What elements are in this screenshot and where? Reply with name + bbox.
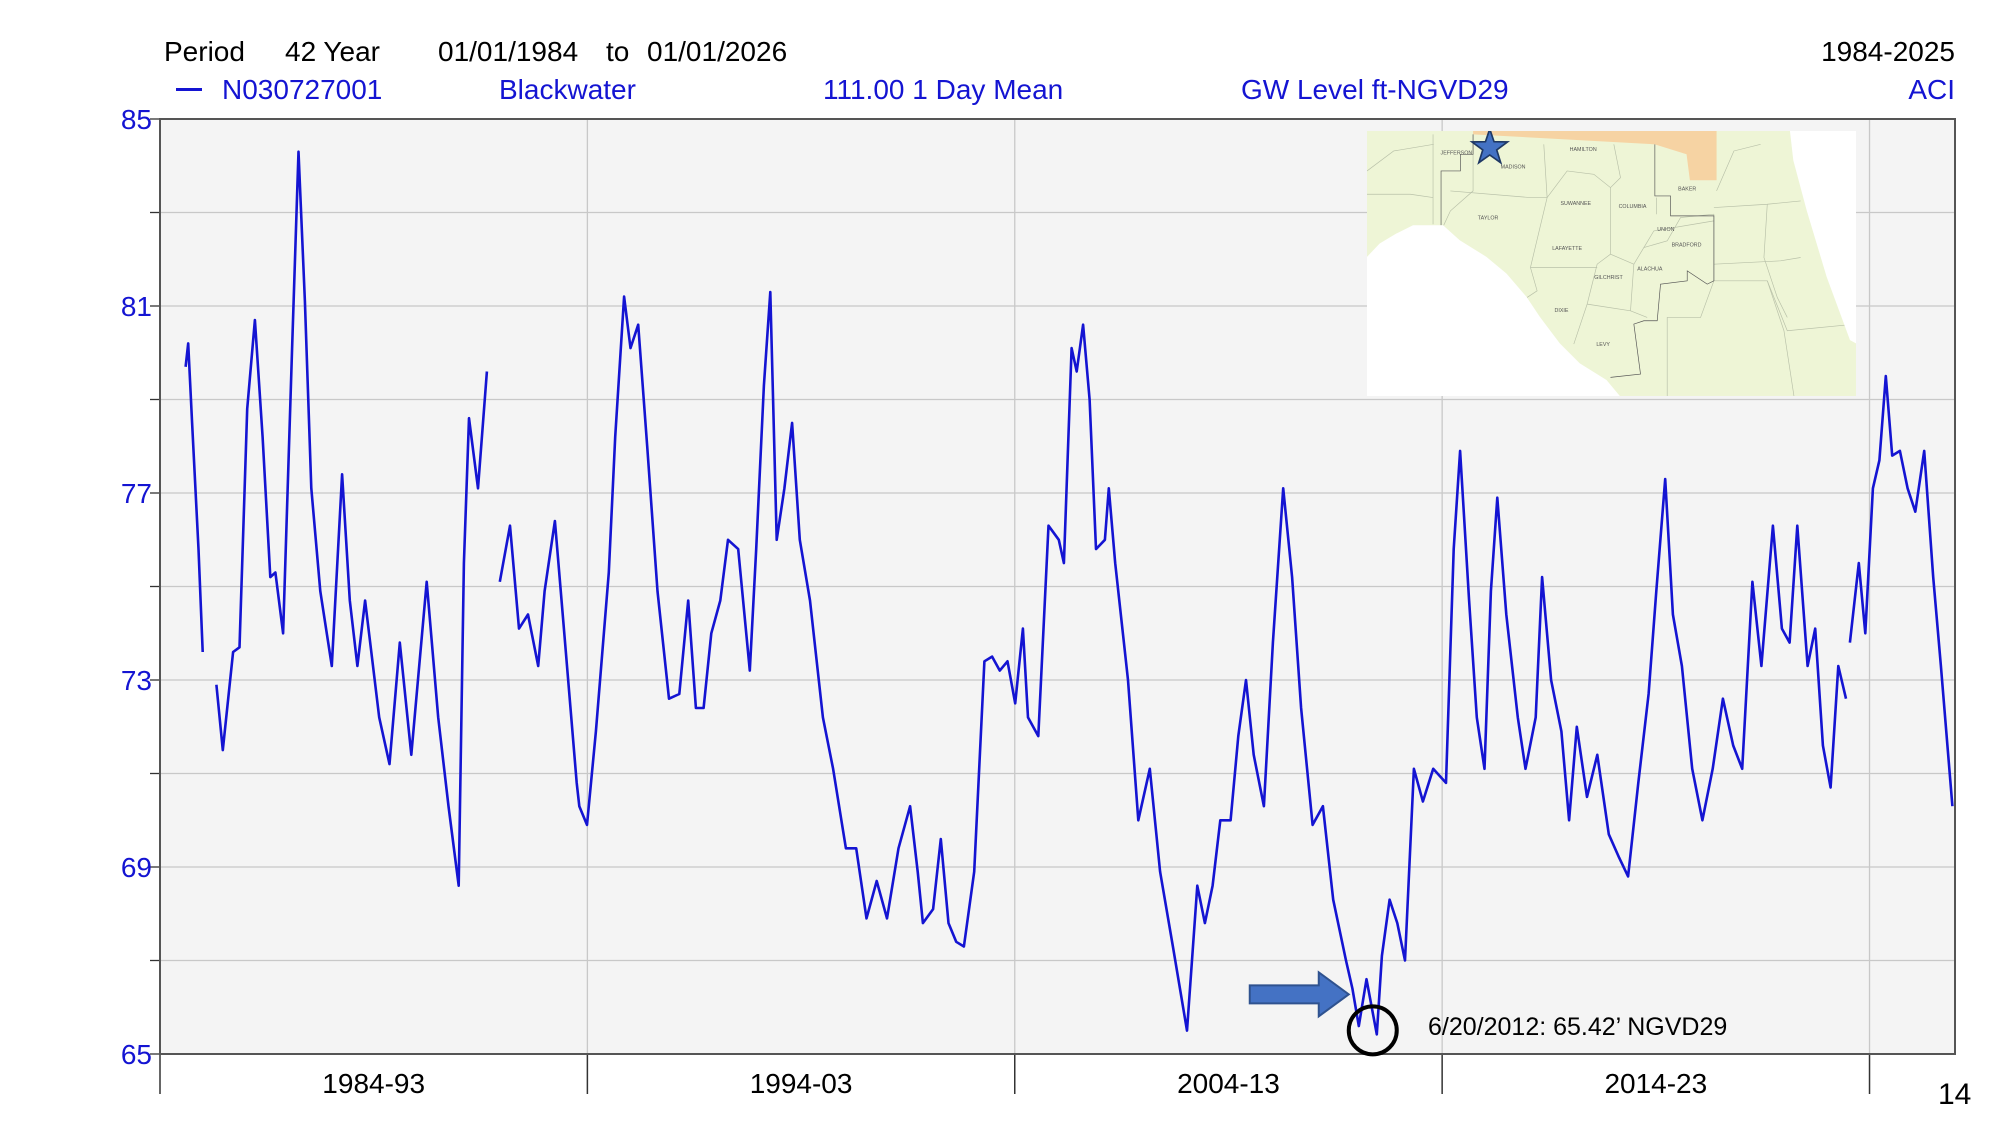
axes bbox=[150, 118, 1956, 1094]
county-label: DIXIE bbox=[1554, 308, 1568, 314]
county-label: TAYLOR bbox=[1478, 216, 1499, 222]
annotation-marks bbox=[1248, 970, 1399, 1057]
y-axis-labels: 65 69 73 77 81 85 bbox=[121, 104, 152, 1070]
parameter: GW Level ft-NGVD29 bbox=[1241, 74, 1509, 105]
star-icon bbox=[1469, 131, 1511, 165]
county-label: GILCHRIST bbox=[1594, 275, 1623, 281]
annotation-text: 6/20/2012: 65.42’ NGVD29 bbox=[1428, 1013, 1728, 1041]
period-value: 42 Year bbox=[285, 36, 380, 67]
county-label: BRADFORD bbox=[1672, 243, 1702, 249]
end-date: 01/01/2026 bbox=[647, 36, 788, 67]
series-line-segment bbox=[1848, 374, 1954, 807]
county-label: ALACHUA bbox=[1637, 266, 1663, 272]
map-atlantic-ocean bbox=[1789, 131, 1856, 344]
county-label: HAMILTON bbox=[1570, 147, 1597, 153]
site-id: N030727001 bbox=[222, 74, 383, 105]
county-label: LAFAYETTE bbox=[1552, 246, 1582, 252]
series-line-segment bbox=[184, 342, 204, 653]
county-label: JEFFERSON bbox=[1441, 150, 1473, 156]
y-tick-label: 77 bbox=[121, 478, 152, 509]
county-label: SUWANNEE bbox=[1560, 201, 1591, 207]
map-county-labels: JEFFERSON MADISON HAMILTON SUWANNEE COLUMBIA… bbox=[1441, 147, 1702, 348]
location-map: JEFFERSON MADISON HAMILTON SUWANNEE COLUMBIA… bbox=[1367, 131, 1856, 396]
county-label: LEVY bbox=[1596, 342, 1610, 348]
x-axis-labels: 1984-93 1994-03 2004-13 2014-23 bbox=[322, 1068, 1707, 1099]
year-range: 1984-2025 bbox=[1821, 36, 1955, 67]
annotation-arrow bbox=[1248, 970, 1351, 1019]
x-tick-label: 1984-93 bbox=[322, 1068, 425, 1099]
annotation-circle bbox=[1346, 1004, 1399, 1057]
period-label: Period bbox=[164, 36, 245, 67]
county-label: UNION bbox=[1657, 227, 1674, 233]
map-georgia-region bbox=[1473, 131, 1717, 181]
y-tick-label: 81 bbox=[121, 291, 152, 322]
plot-frame bbox=[159, 118, 1956, 1055]
site-name: Blackwater bbox=[499, 74, 636, 105]
series-lines bbox=[184, 150, 1954, 1036]
y-tick-label: 85 bbox=[121, 104, 152, 135]
map-district-boundary bbox=[1440, 134, 1715, 378]
to-label: to bbox=[606, 36, 630, 67]
statistic: 111.00 1 Day Mean bbox=[823, 74, 1064, 105]
series-line-segment bbox=[498, 290, 1848, 1036]
county-label: MADISON bbox=[1501, 165, 1526, 171]
county-label: COLUMBIA bbox=[1619, 204, 1647, 210]
legend-line-swatch bbox=[176, 88, 202, 91]
y-tick-label: 73 bbox=[121, 665, 152, 696]
page-number: 14 bbox=[1938, 1078, 1972, 1111]
x-tick-label: 1994-03 bbox=[750, 1068, 853, 1099]
county-label: BAKER bbox=[1678, 186, 1696, 192]
x-tick-label: 2004-13 bbox=[1177, 1068, 1280, 1099]
start-date: 01/01/1984 bbox=[438, 36, 579, 67]
agency: ACI bbox=[1908, 74, 1955, 105]
y-tick-label: 69 bbox=[121, 852, 152, 883]
x-tick-label: 2014-23 bbox=[1604, 1068, 1707, 1099]
y-tick-label: 65 bbox=[121, 1039, 152, 1070]
series-line-segment bbox=[215, 150, 489, 887]
map-gulf-of-mexico bbox=[1367, 225, 1620, 396]
